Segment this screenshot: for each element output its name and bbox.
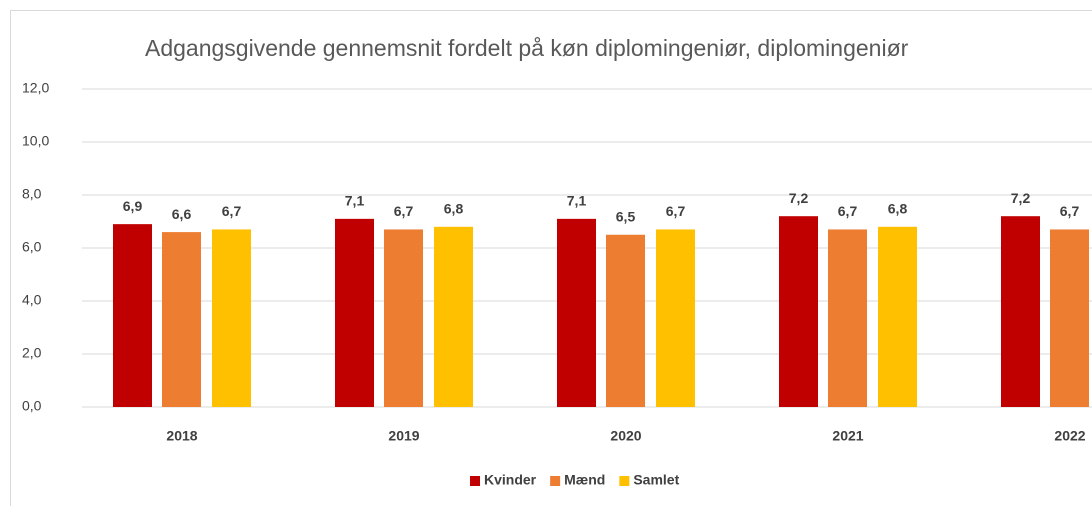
data-label: 7,2 [1011, 190, 1031, 206]
y-tick-label: 4,0 [22, 292, 42, 308]
y-tick-label: 10,0 [22, 133, 49, 149]
bar [162, 232, 201, 407]
legend-label: Kvinder [484, 472, 537, 488]
bar [656, 229, 695, 407]
x-tick-label: 2021 [832, 428, 863, 444]
data-label: 6,7 [1060, 203, 1080, 219]
bar [878, 226, 917, 407]
bar [335, 218, 374, 407]
data-label: 7,2 [789, 190, 809, 206]
legend-swatch [619, 476, 630, 486]
bar [113, 224, 152, 407]
data-label: 6,9 [123, 198, 143, 214]
data-label: 7,1 [345, 193, 365, 209]
data-label: 6,6 [172, 206, 192, 222]
data-label: 6,7 [394, 203, 414, 219]
data-label: 7,1 [567, 193, 587, 209]
legend-label: Samlet [633, 472, 679, 488]
chart-title: Adgangsgivende gennemsnit fordelt på køn… [145, 35, 909, 61]
y-tick-label: 8,0 [22, 186, 42, 202]
x-tick-label: 2020 [610, 428, 641, 444]
bar [828, 229, 867, 407]
data-label: 6,7 [838, 203, 858, 219]
data-label: 6,8 [444, 201, 464, 217]
data-label: 6,7 [666, 203, 686, 219]
legend-swatch [550, 476, 561, 486]
data-label: 6,8 [888, 201, 908, 217]
bar [384, 229, 423, 407]
legend-label: Mænd [564, 472, 605, 488]
x-tick-label: 2019 [388, 428, 419, 444]
x-tick-label: 2022 [1054, 428, 1085, 444]
y-tick-label: 2,0 [22, 345, 42, 361]
x-tick-label: 2018 [166, 428, 197, 444]
bar [434, 226, 473, 407]
bar [779, 216, 818, 407]
data-label: 6,5 [616, 208, 636, 224]
bar [1050, 229, 1089, 407]
bar [212, 229, 251, 407]
y-tick-label: 12,0 [22, 80, 49, 96]
y-tick-label: 6,0 [22, 239, 42, 255]
data-label: 6,7 [222, 203, 242, 219]
bar [557, 218, 596, 407]
y-tick-label: 0,0 [22, 398, 42, 414]
bar [606, 234, 645, 407]
bar [1001, 216, 1040, 407]
legend-swatch [470, 476, 480, 486]
